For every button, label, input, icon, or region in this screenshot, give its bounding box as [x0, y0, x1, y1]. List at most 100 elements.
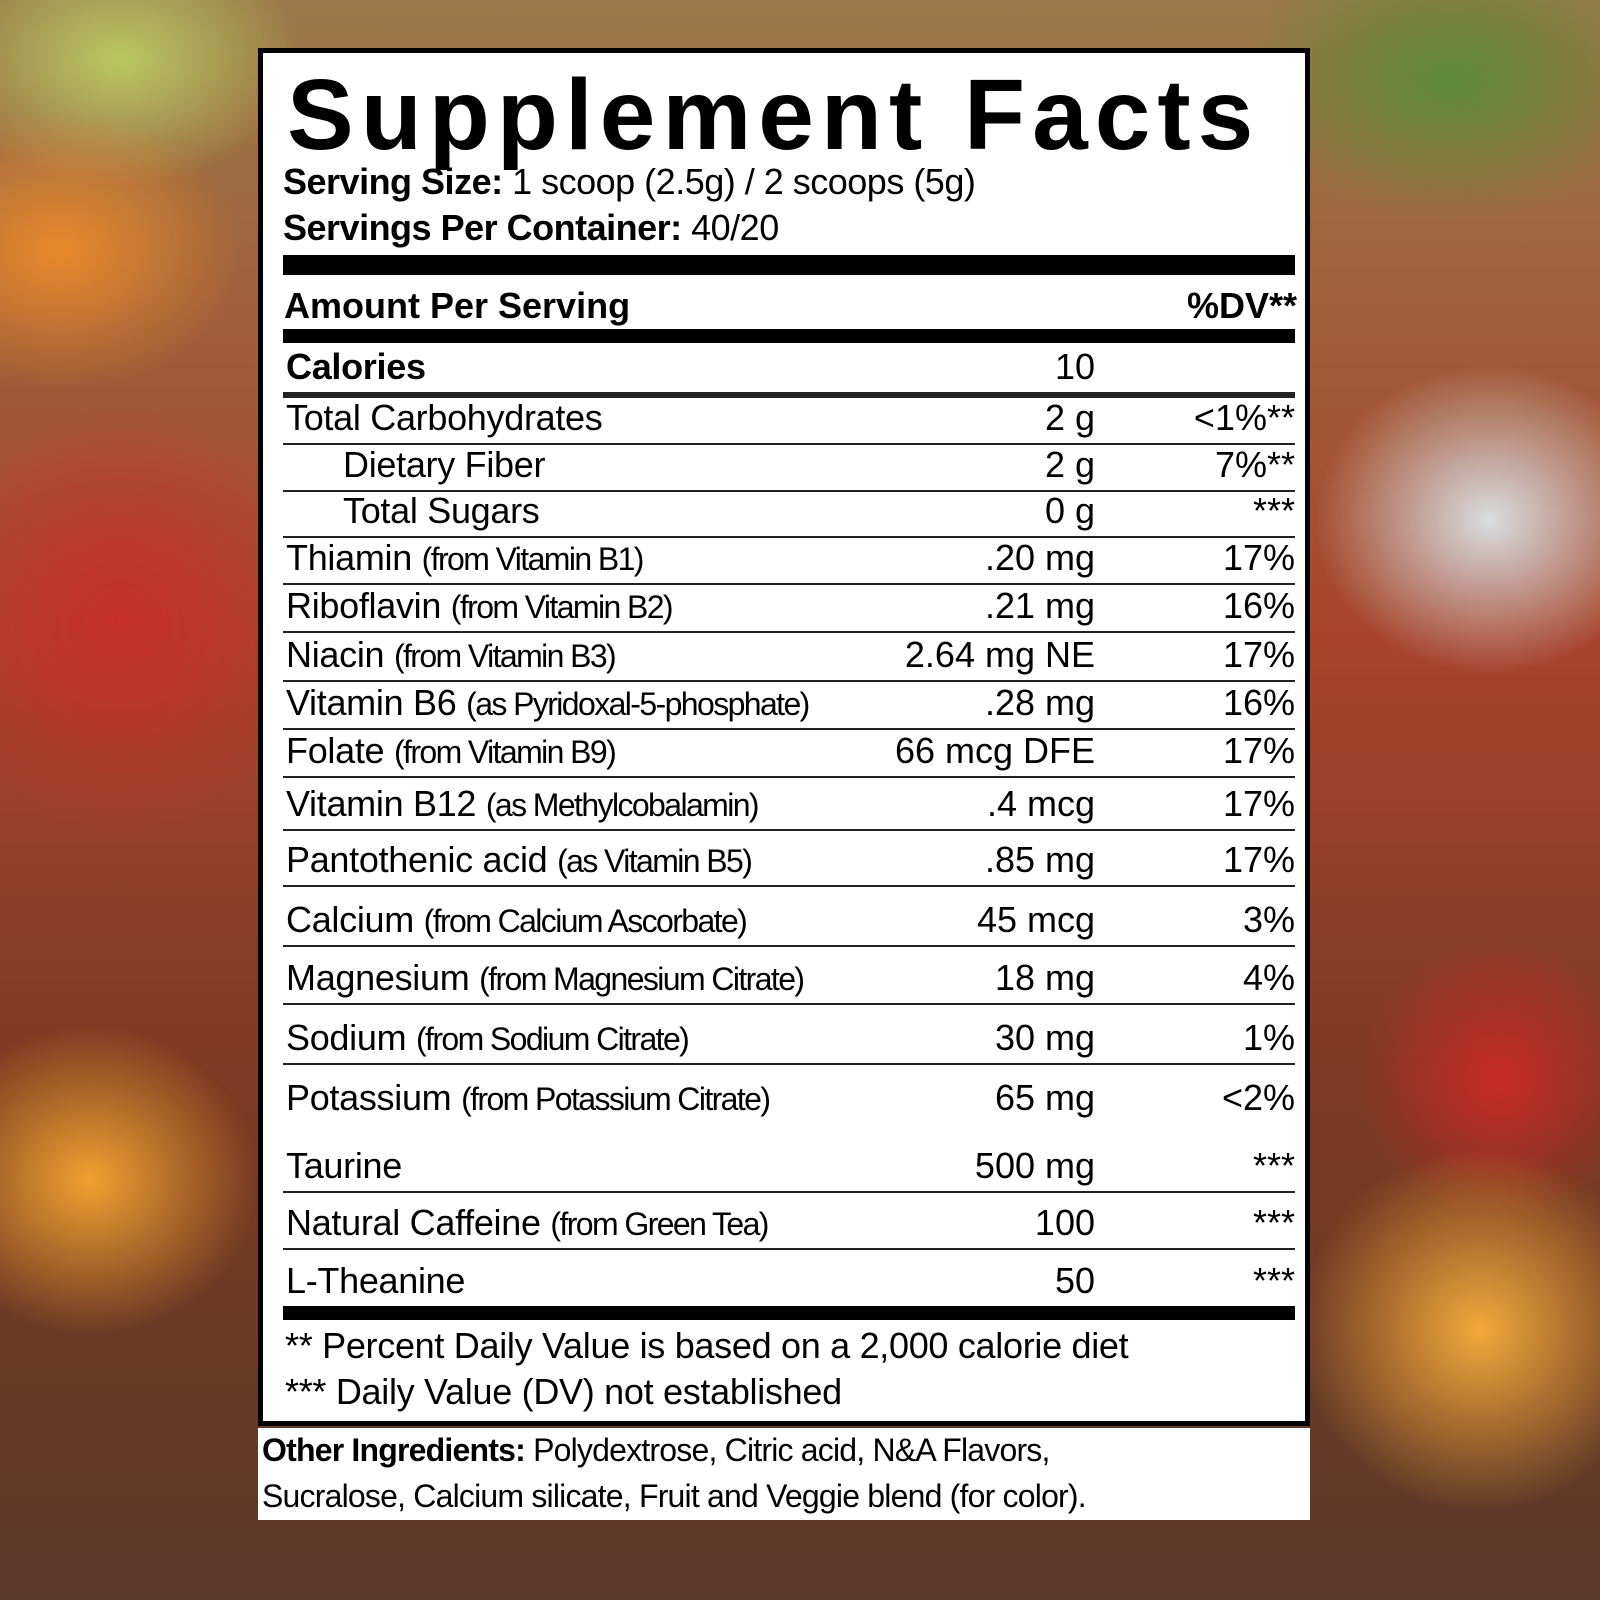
nutrient-amount: 100	[1034, 1202, 1095, 1243]
nutrient-name-text: Vitamin B12	[286, 783, 477, 824]
nutrient-name: Taurine	[286, 1145, 402, 1187]
nutrient-name-text: Vitamin B6	[286, 682, 457, 723]
nutrient-dv: 16%	[1222, 682, 1295, 723]
other-ingredients: Other Ingredients: Polydextrose, Citric …	[258, 1428, 1310, 1520]
panel-title: Supplement Facts	[287, 59, 1261, 171]
nutrient-dv: 17%	[1222, 730, 1295, 771]
nutrient-amount: .28 mg	[984, 682, 1095, 723]
nutrient-name: Vitamin B6 (as Pyridoxal-5-phosphate)	[286, 682, 810, 724]
supplement-facts-panel: Supplement Facts Serving Size: 1 scoop (…	[258, 48, 1310, 1426]
nutrient-name-text: Taurine	[286, 1145, 402, 1186]
nutrient-name: Dietary Fiber	[343, 444, 545, 486]
nutrient-source: (from Potassium Citrate)	[461, 1081, 771, 1117]
nutrient-dv: <1%**	[1193, 397, 1295, 438]
nutrient-dv: ***	[1252, 490, 1295, 531]
nutrient-source: (from Magnesium Citrate)	[479, 961, 805, 997]
nutrient-dv: 7%**	[1214, 444, 1295, 485]
nutrient-amount: 66 mcg DFE	[894, 730, 1095, 771]
nutrient-name: Magnesium (from Magnesium Citrate)	[286, 957, 805, 999]
nutrient-amount: 2 g	[1044, 397, 1095, 438]
nutrient-amount: 0 g	[1044, 490, 1095, 531]
nutrient-name: Total Sugars	[343, 490, 540, 532]
nutrient-dv: 3%	[1242, 899, 1295, 940]
nutrient-amount: 18 mg	[994, 957, 1095, 998]
other-ingredients-line2: Sucralose, Calcium silicate, Fruit and V…	[262, 1478, 1087, 1514]
nutrient-name-text: Potassium	[286, 1077, 452, 1118]
nutrient-source: (from Vitamin B1)	[421, 541, 645, 577]
nutrient-name: Natural Caffeine (from Green Tea)	[286, 1202, 769, 1244]
nutrient-row: Calories 10	[283, 343, 1295, 398]
nutrient-name-text: L-Theanine	[286, 1260, 466, 1301]
nutrient-source: (as Vitamin B5)	[557, 843, 753, 879]
nutrient-source: (from Vitamin B2)	[450, 589, 674, 625]
other-ingredients-label: Other Ingredients:	[262, 1432, 526, 1468]
nutrient-name-text: Riboflavin	[286, 585, 442, 626]
nutrient-amount: 30 mg	[994, 1017, 1095, 1058]
nutrient-source: (as Pyridoxal-5-phosphate)	[466, 686, 810, 722]
thick-divider	[283, 1306, 1295, 1320]
nutrient-name-text: Natural Caffeine	[286, 1202, 541, 1243]
nutrient-row: L-Theanine 50 ***	[283, 1250, 1295, 1306]
nutrient-name: Total Carbohydrates	[286, 397, 603, 439]
nutrient-dv: <2%	[1221, 1077, 1295, 1118]
dv-header: %DV**	[1186, 285, 1297, 326]
servings-per-container-value: 40/20	[691, 207, 779, 248]
nutrient-row: Taurine 500 mg ***	[283, 1123, 1295, 1193]
nutrient-name-text: Dietary Fiber	[343, 444, 546, 485]
nutrient-row: Dietary Fiber 2 g 7%**	[283, 444, 1295, 492]
nutrient-source: (from Calcium Ascorbate)	[423, 903, 748, 939]
nutrient-name: Potassium (from Potassium Citrate)	[286, 1077, 771, 1119]
nutrient-row: Pantothenic acid (as Vitamin B5) .85 mg 17…	[283, 831, 1295, 887]
nutrient-amount: 2 g	[1044, 444, 1095, 485]
nutrient-name: Vitamin B12 (as Methylcobalamin)	[286, 783, 760, 825]
nutrient-name: Niacin (from Vitamin B3)	[286, 634, 617, 676]
nutrient-amount: .21 mg	[984, 585, 1095, 626]
nutrient-name-text: Magnesium	[286, 957, 470, 998]
nutrient-dv: 17%	[1222, 839, 1295, 880]
nutrient-dv: 17%	[1222, 634, 1295, 675]
serving-size-label: Serving Size:	[283, 161, 503, 202]
nutrient-amount: 45 mcg	[976, 899, 1095, 940]
nutrient-source: (from Vitamin B9)	[393, 734, 617, 770]
nutrient-name: Thiamin (from Vitamin B1)	[286, 537, 645, 579]
nutrient-source: (from Green Tea)	[550, 1206, 769, 1242]
nutrient-name-text: Total Carbohydrates	[286, 397, 603, 438]
nutrient-dv: 16%	[1222, 585, 1295, 626]
nutrient-source: (as Methylcobalamin)	[485, 787, 760, 823]
footnote-dv: ** Percent Daily Value is based on a 2,0…	[285, 1325, 1129, 1366]
nutrient-row: Niacin (from Vitamin B3) 2.64 mg NE 17%	[283, 633, 1295, 682]
nutrient-name-text: Folate	[286, 730, 385, 771]
nutrient-dv: ***	[1252, 1202, 1295, 1243]
nutrient-row: Folate (from Vitamin B9) 66 mcg DFE 17%	[283, 730, 1295, 778]
nutrient-name-text: Sodium	[286, 1017, 407, 1058]
nutrient-dv: 1%	[1242, 1017, 1295, 1058]
nutrient-name-text: Thiamin	[286, 537, 412, 578]
thick-divider	[283, 255, 1295, 275]
other-ingredients-line1: Polydextrose, Citric acid, N&A Flavors,	[533, 1432, 1050, 1468]
nutrient-row: Natural Caffeine (from Green Tea) 100 ***	[283, 1193, 1295, 1250]
nutrient-name-text: Calcium	[286, 899, 414, 940]
nutrient-row: Total Carbohydrates 2 g <1%**	[283, 397, 1295, 445]
nutrient-amount: .4 mcg	[986, 783, 1095, 824]
nutrient-dv: 4%	[1242, 957, 1295, 998]
nutrient-name-text: Total Sugars	[343, 490, 540, 531]
nutrient-row: Total Sugars 0 g ***	[283, 490, 1295, 538]
nutrient-name: Calcium (from Calcium Ascorbate)	[286, 899, 748, 941]
nutrient-dv: ***	[1252, 1260, 1295, 1301]
footnote-not-established: *** Daily Value (DV) not established	[285, 1371, 842, 1412]
nutrient-name: Sodium (from Sodium Citrate)	[286, 1017, 690, 1059]
nutrient-amount: 500 mg	[974, 1145, 1095, 1186]
servings-per-container: Servings Per Container: 40/20	[283, 207, 779, 249]
nutrient-source: (from Sodium Citrate)	[415, 1021, 690, 1057]
nutrient-name: L-Theanine	[286, 1260, 465, 1302]
nutrient-name: Folate (from Vitamin B9)	[286, 730, 617, 772]
serving-size: Serving Size: 1 scoop (2.5g) / 2 scoops …	[283, 161, 976, 203]
nutrient-name: Calories	[286, 346, 426, 388]
nutrient-amount: 2.64 mg NE	[904, 634, 1095, 675]
nutrient-amount: 50	[1054, 1260, 1095, 1301]
nutrient-name-text: Niacin	[286, 634, 385, 675]
nutrient-row: Calcium (from Calcium Ascorbate) 45 mcg 3%	[283, 887, 1295, 947]
nutrient-dv: ***	[1252, 1145, 1295, 1186]
nutrient-row: Potassium (from Potassium Citrate) 65 mg <…	[283, 1065, 1295, 1123]
nutrient-name: Riboflavin (from Vitamin B2)	[286, 585, 674, 627]
